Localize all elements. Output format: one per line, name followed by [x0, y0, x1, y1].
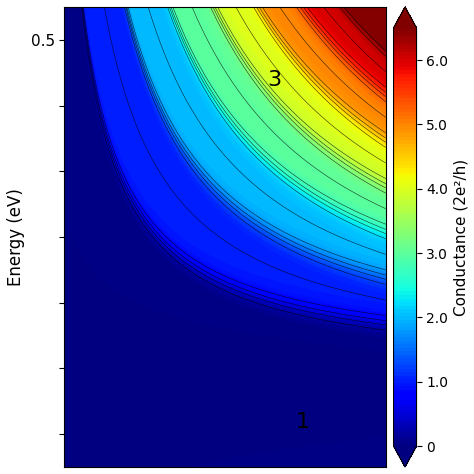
Text: 1: 1 [296, 411, 310, 432]
PathPatch shape [393, 7, 417, 28]
Y-axis label: Conductance (2e²/h): Conductance (2e²/h) [454, 158, 469, 316]
Y-axis label: Energy (eV): Energy (eV) [7, 188, 25, 286]
Text: 3: 3 [267, 70, 281, 90]
PathPatch shape [393, 446, 417, 467]
